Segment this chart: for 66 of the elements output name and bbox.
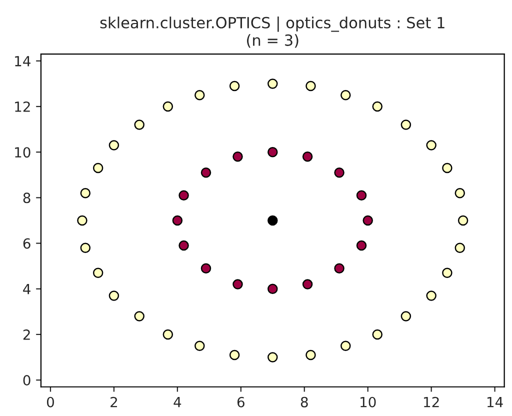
y-tick-label: 0 (23, 375, 30, 386)
point (172, 215, 183, 226)
point (340, 90, 351, 100)
point (400, 120, 412, 130)
x-tick-label: 12 (424, 396, 439, 408)
x-tick-label: 4 (174, 397, 182, 408)
point (80, 242, 91, 253)
point (426, 140, 436, 150)
point (229, 80, 240, 92)
point (200, 167, 212, 178)
y-tick-label: 2 (23, 329, 30, 340)
point (232, 152, 243, 162)
point (454, 188, 466, 198)
x-tick-label: 8 (300, 396, 308, 408)
y-tick-label: 4 (23, 284, 30, 294)
point (302, 152, 313, 162)
point (108, 290, 120, 301)
point (372, 101, 382, 112)
point (268, 146, 278, 158)
point (400, 311, 412, 322)
point (268, 215, 278, 226)
point (77, 215, 88, 226)
point (194, 340, 205, 351)
point (442, 162, 452, 174)
point (372, 329, 382, 340)
point (306, 350, 316, 360)
point (194, 90, 205, 100)
point (80, 188, 91, 198)
point (162, 101, 174, 112)
y-tick-label: 14 (15, 56, 30, 66)
point (362, 215, 373, 226)
x-tick-label: 0 (46, 396, 54, 408)
x-tick-label: 6 (237, 396, 244, 408)
point (458, 215, 468, 226)
point (232, 279, 243, 290)
x-tick-label: 10 (360, 396, 376, 408)
y-tick-label: 12 (15, 101, 30, 112)
point (178, 190, 189, 201)
chart-title: sklearn.cluster.OPTICS | optics_donuts : Set 1 (n = 3) (100, 16, 444, 48)
x-tick-label: 14 (487, 397, 503, 408)
point (178, 240, 189, 251)
y-tick-label: 8 (23, 192, 30, 204)
point (426, 290, 436, 301)
point (356, 190, 367, 201)
point (268, 284, 278, 294)
point (334, 167, 344, 178)
point (134, 120, 144, 130)
point (92, 268, 104, 278)
point (356, 240, 367, 251)
y-tick-label: 6 (23, 238, 30, 249)
point (162, 329, 174, 340)
point (229, 350, 240, 360)
y-tick-label: 10 (15, 147, 30, 158)
point (134, 311, 144, 322)
point (92, 162, 104, 174)
point (442, 268, 452, 278)
point (306, 80, 316, 92)
point (268, 78, 278, 89)
point (334, 263, 344, 274)
point (340, 340, 351, 351)
x-tick-label: 2 (110, 396, 117, 408)
point (454, 242, 466, 253)
point (268, 352, 278, 362)
point (302, 279, 313, 290)
point (108, 140, 120, 150)
point (200, 263, 212, 274)
